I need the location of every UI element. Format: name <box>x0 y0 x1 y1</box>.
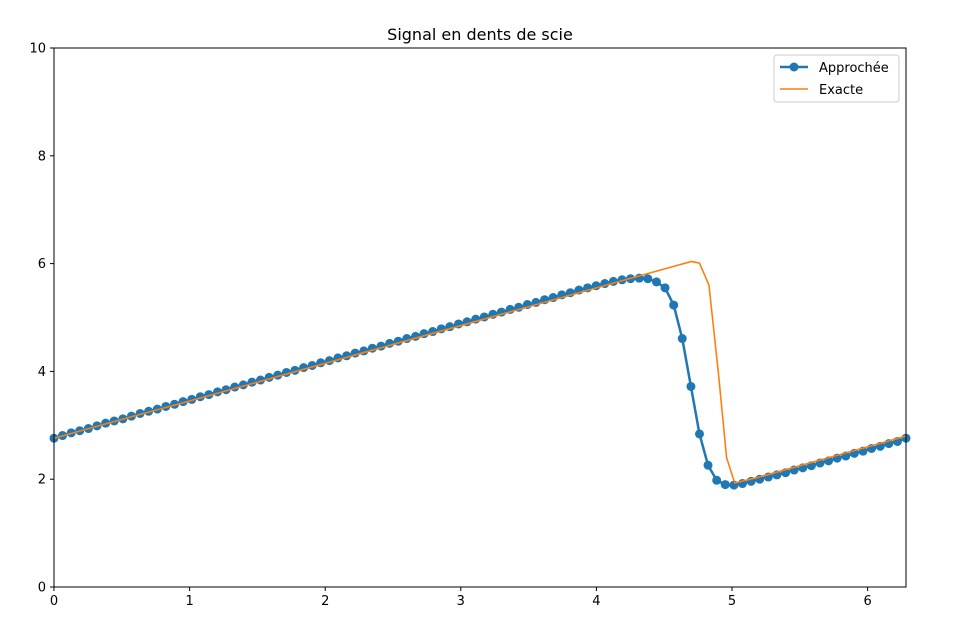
plot-area <box>49 260 911 490</box>
y-tick-label: 8 <box>38 149 46 164</box>
data-point <box>703 460 713 470</box>
data-point <box>686 381 696 391</box>
legend: Approchée Exacte <box>773 54 900 103</box>
data-point <box>712 475 722 485</box>
axis-ticks: 0 1 2 3 4 5 6 0 2 4 6 8 10 <box>29 42 871 610</box>
data-point <box>677 334 687 344</box>
data-point <box>720 480 730 490</box>
data-point <box>669 300 679 310</box>
x-tick-label: 3 <box>457 594 465 609</box>
y-tick-label: 6 <box>38 257 46 272</box>
legend-marker-0 <box>789 62 799 72</box>
series-1 <box>53 260 907 484</box>
y-tick-label: 2 <box>38 473 46 488</box>
x-tick-label: 0 <box>50 594 58 609</box>
x-tick-label: 4 <box>592 594 600 609</box>
x-tick-label: 1 <box>185 594 193 609</box>
data-point <box>651 277 661 287</box>
x-tick-label: 5 <box>728 594 736 609</box>
y-tick-label: 4 <box>38 365 46 380</box>
y-tick-label: 10 <box>29 42 46 57</box>
legend-label-0: Approchée <box>819 61 889 76</box>
x-tick-label: 6 <box>863 594 871 609</box>
y-tick-label: 0 <box>38 581 46 596</box>
axes-frame <box>53 47 907 588</box>
data-point <box>660 283 670 293</box>
x-tick-label: 2 <box>321 594 329 609</box>
legend-label-1: Exacte <box>819 83 863 98</box>
chart-title: Signal en dents de scie <box>387 25 573 44</box>
data-point <box>643 274 653 284</box>
data-point <box>694 429 704 439</box>
series-line-1 <box>53 260 907 484</box>
